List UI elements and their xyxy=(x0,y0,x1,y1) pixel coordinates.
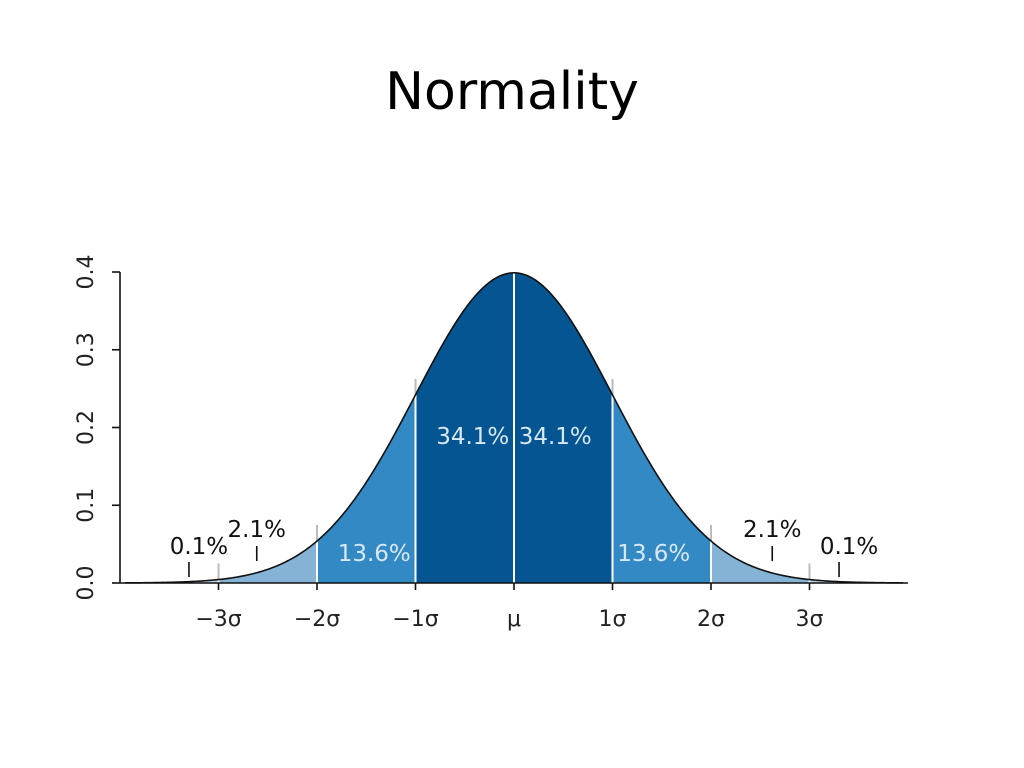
percent-label: 13.6% xyxy=(617,541,690,567)
percent-label: 2.1% xyxy=(228,517,286,543)
sigma-region xyxy=(711,541,810,583)
x-tick-label: μ xyxy=(507,607,521,632)
percent-label: 34.1% xyxy=(519,424,592,450)
x-tick-label: 2σ xyxy=(697,607,725,632)
percent-label: 13.6% xyxy=(338,541,411,567)
density-curve xyxy=(124,272,904,584)
sigma-region xyxy=(218,541,317,583)
percent-label: 2.1% xyxy=(743,517,801,543)
y-tick-label: 0.4 xyxy=(74,255,99,290)
axes: 0.0 0.1 0.2 0.3 0.4 −3σ −2σ −1σ μ 1σ 2σ 3σ xyxy=(74,255,908,632)
percent-labels: 2.1%13.6%34.1% 34.1%13.6%2.1%0.1% 0.1% xyxy=(170,424,878,577)
x-tick-label: −1σ xyxy=(392,607,438,632)
y-tick-label: 0.1 xyxy=(74,488,99,523)
y-tick-label: 0.0 xyxy=(74,566,99,601)
slide-title: Normality xyxy=(385,62,639,122)
x-tick-label: −2σ xyxy=(294,607,340,632)
x-tick-label: −3σ xyxy=(195,607,241,632)
x-tick-label: 1σ xyxy=(599,607,627,632)
tail-percent-label: 0.1% xyxy=(820,534,878,560)
x-tick-label: 3σ xyxy=(796,607,824,632)
percent-label: 34.1% xyxy=(436,424,509,450)
sigma-dividers xyxy=(217,272,811,583)
y-tick-label: 0.3 xyxy=(74,332,99,367)
tail-percent-label: 0.1% xyxy=(170,534,228,560)
y-tick-label: 0.2 xyxy=(74,410,99,445)
